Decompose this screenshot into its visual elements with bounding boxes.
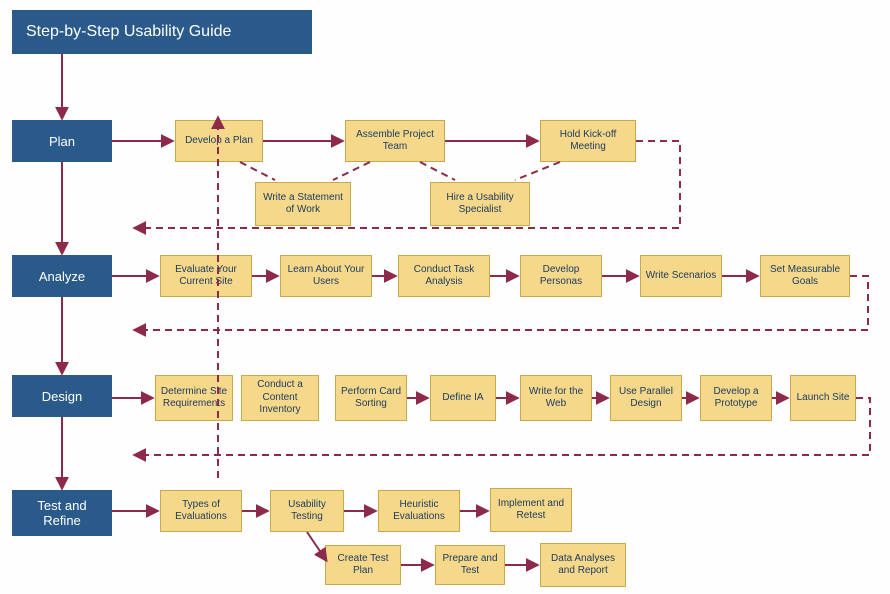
box-hire-specialist: Hire a Usability Specialist [430, 182, 530, 226]
box-label: Learn About Your Users [285, 264, 367, 289]
box-label: Set Measurable Goals [765, 264, 845, 289]
box-label: Hold Kick-off Meeting [545, 129, 631, 154]
box-usability-testing: Usability Testing [270, 490, 344, 532]
box-label: Develop Personas [525, 264, 597, 289]
box-inventory: Conduct a Content Inventory [241, 375, 319, 421]
box-analyses-report: Data Analyses and Report [540, 543, 626, 587]
box-label: Launch Site [797, 392, 850, 405]
title-block: Step-by-Step Usability Guide [12, 10, 312, 54]
box-label: Create Test Plan [330, 553, 396, 578]
box-label: Hire a Usability Specialist [435, 192, 525, 217]
box-label: Use Parallel Design [615, 386, 677, 411]
box-label: Heuristic Evaluations [383, 499, 455, 524]
stage-analyze: Analyze [12, 255, 112, 297]
box-goals: Set Measurable Goals [760, 255, 850, 297]
box-label: Write for the Web [525, 386, 587, 411]
box-prepare-test: Prepare and Test [435, 545, 505, 585]
box-write-web: Write for the Web [520, 375, 592, 421]
box-label: Perform Card Sorting [340, 386, 402, 411]
box-label: Conduct a Content Inventory [246, 379, 314, 417]
box-label: Conduct Task Analysis [403, 264, 485, 289]
box-define-ia: Define IA [430, 375, 496, 421]
box-label: Develop a Prototype [705, 386, 767, 411]
box-test-plan: Create Test Plan [325, 545, 401, 585]
box-learn-users: Learn About Your Users [280, 255, 372, 297]
box-label: Develop a Plan [185, 135, 253, 148]
stage-label: Plan [49, 134, 75, 149]
stage-label: Test and Refine [20, 498, 104, 528]
box-sow: Write a Statement of Work [255, 182, 351, 226]
box-kickoff: Hold Kick-off Meeting [540, 120, 636, 162]
box-label: Prepare and Test [440, 553, 500, 578]
box-implement-retest: Implement and Retest [490, 488, 572, 532]
box-requirements: Determine Site Requirements [155, 375, 233, 421]
box-label: Write a Statement of Work [260, 192, 346, 217]
box-label: Write Scenarios [646, 270, 716, 283]
box-parallel: Use Parallel Design [610, 375, 682, 421]
stage-label: Analyze [39, 269, 85, 284]
box-label: Data Analyses and Report [545, 553, 621, 578]
box-label: Determine Site Requirements [160, 386, 228, 411]
stage-test: Test and Refine [12, 490, 112, 536]
box-task-analysis: Conduct Task Analysis [398, 255, 490, 297]
box-label: Define IA [442, 392, 483, 405]
box-prototype: Develop a Prototype [700, 375, 772, 421]
box-label: Evaluate Your Current Site [165, 264, 247, 289]
title-text: Step-by-Step Usability Guide [26, 23, 231, 41]
box-scenarios: Write Scenarios [640, 255, 722, 297]
box-label: Usability Testing [275, 499, 339, 524]
stage-label: Design [42, 389, 82, 404]
stage-design: Design [12, 375, 112, 417]
box-label: Implement and Retest [495, 498, 567, 523]
box-eval-types: Types of Evaluations [160, 490, 242, 532]
box-evaluate-site: Evaluate Your Current Site [160, 255, 252, 297]
box-develop-plan: Develop a Plan [175, 120, 263, 162]
box-personas: Develop Personas [520, 255, 602, 297]
box-label: Assemble Project Team [350, 129, 440, 154]
box-heuristic: Heuristic Evaluations [378, 490, 460, 532]
box-card-sorting: Perform Card Sorting [335, 375, 407, 421]
box-label: Types of Evaluations [165, 499, 237, 524]
box-launch: Launch Site [790, 375, 856, 421]
stage-plan: Plan [12, 120, 112, 162]
box-assemble-team: Assemble Project Team [345, 120, 445, 162]
